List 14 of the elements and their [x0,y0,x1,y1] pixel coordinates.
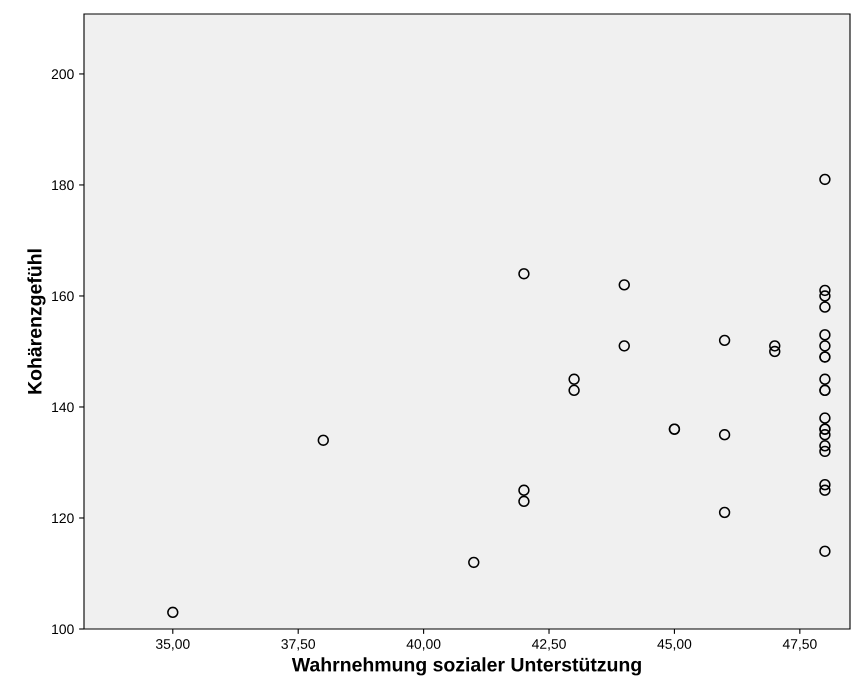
x-tick-label: 35,00 [156,639,190,651]
y-tick-label: 100 [52,624,74,634]
y-tick-label: 200 [52,69,74,80]
y-tick-label: 180 [52,180,74,190]
x-tick-label: 40,00 [406,639,440,651]
x-tick-label: 47,50 [782,639,817,651]
x-tick-label: 42,50 [532,639,566,651]
y-tick-label: 120 [52,513,74,524]
y-tick-label: 160 [52,291,74,302]
x-tick-label: 37,50 [281,639,316,651]
x-tick-label: 45,00 [657,639,692,651]
y-axis-title: Kohärenzgefühl [27,249,46,394]
y-tick-label: 140 [52,402,74,412]
x-axis-title: Wahrnehmung sozialer Unterstützung [292,657,641,676]
